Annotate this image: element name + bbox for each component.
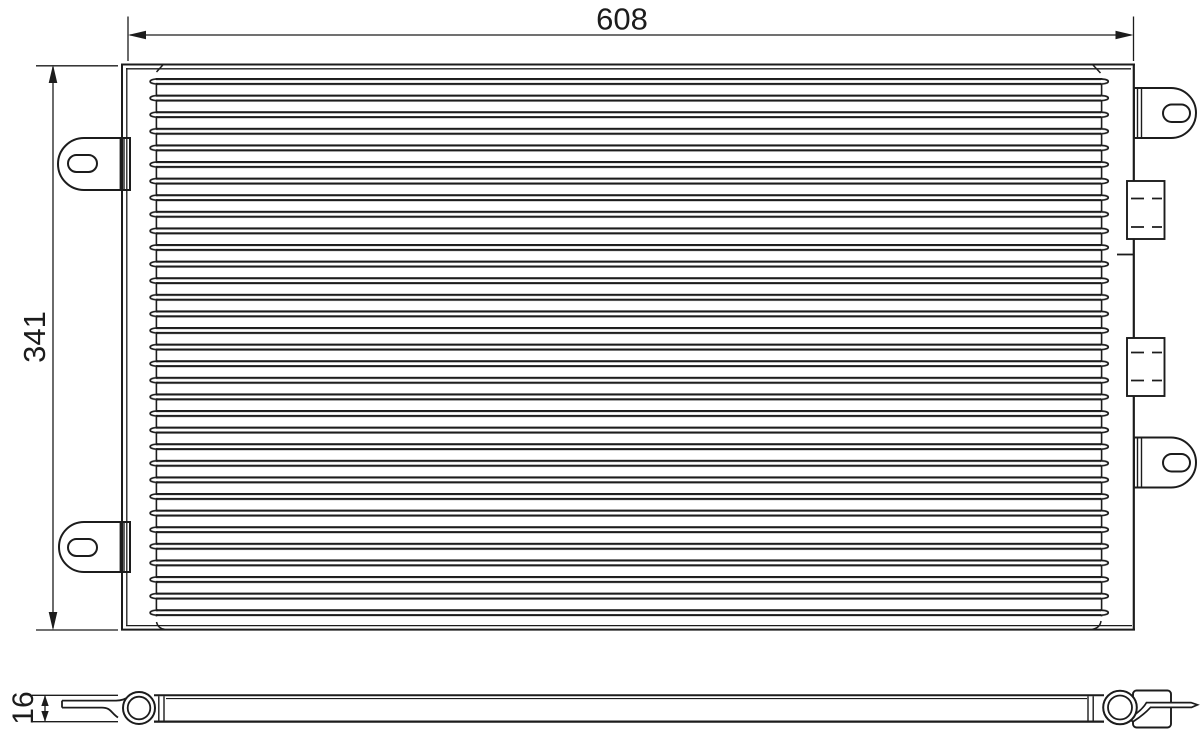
connector-hidden-lines [1131, 351, 1162, 382]
drawing-root: 608 341 [7, 2, 1200, 729]
side-left-fitting [61, 691, 156, 725]
mounting-bracket-bottom-right [1133, 436, 1197, 489]
arrowhead-top [41, 695, 49, 706]
connector-block-lower [1126, 337, 1166, 397]
side-right-fitting [1102, 689, 1200, 729]
arrowhead-bottom [41, 711, 49, 722]
arrowhead-left [128, 30, 146, 40]
side-end-plate-right [1087, 696, 1094, 721]
condenser-front-view [57, 63, 1197, 631]
extension-lines [36, 65, 118, 631]
dimension-height-label: 341 [17, 311, 52, 363]
mounting-bracket-top-left [57, 137, 131, 191]
pipe-inner [1107, 694, 1133, 721]
side-end-plate-left [158, 696, 165, 721]
dimension-width: 608 [127, 2, 1135, 61]
dimension-width-label: 608 [596, 2, 648, 37]
connector-hidden-lines [1131, 197, 1162, 228]
bracket-slot-hole [67, 154, 98, 173]
mounting-bracket-bottom-left [58, 521, 131, 573]
condenser-side-view [61, 689, 1200, 729]
corner-notch-top-left [155, 63, 165, 73]
mounting-bracket-top-right [1133, 87, 1197, 139]
corner-notch-bottom-right [1092, 620, 1102, 630]
dimension-thickness: 16 [7, 691, 118, 725]
arrowhead-top [48, 64, 58, 83]
bracket-fold-lines [1136, 437, 1143, 488]
tube-rows [156, 78, 1101, 617]
arrowhead-bottom [48, 612, 58, 631]
dimension-height: 341 [17, 64, 118, 631]
tube-end-caps-right [1100, 78, 1113, 617]
bracket-fold-lines [119, 522, 125, 572]
tube-end-caps-left [146, 78, 158, 617]
extension-lines [127, 16, 1135, 61]
fitting-block [1132, 689, 1172, 729]
connector-block-upper [1126, 180, 1166, 240]
bracket-fold-lines [119, 138, 125, 190]
bracket-fold-lines [1136, 88, 1143, 138]
corner-notch-bottom-left [155, 621, 165, 630]
bracket-slot-hole [67, 538, 98, 557]
bracket-slot-hole [1162, 103, 1191, 123]
side-left-tab [61, 694, 133, 719]
arrowhead-right [1115, 30, 1134, 40]
fin-tube-core [146, 78, 1113, 617]
extension-lines [32, 694, 118, 723]
corner-notch-top-right [1091, 63, 1102, 74]
bracket-slot-hole [1162, 453, 1191, 473]
pipe-inner [126, 695, 152, 721]
dimension-thickness-label: 16 [7, 691, 40, 724]
